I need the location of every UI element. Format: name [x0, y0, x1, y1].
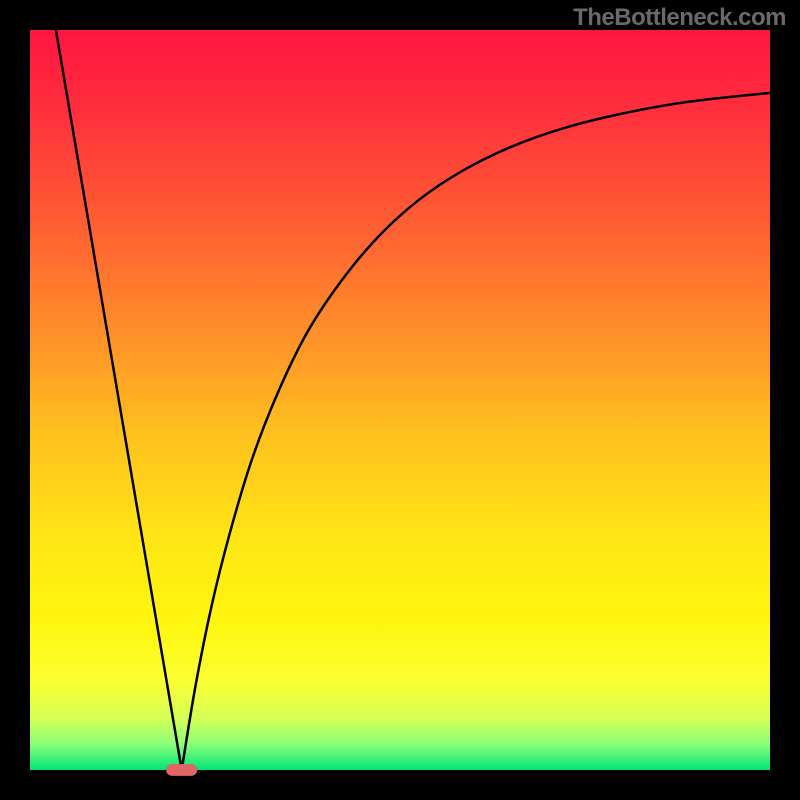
- chart-frame: TheBottleneck.com: [0, 0, 800, 800]
- bottleneck-curve-chart: [0, 0, 800, 800]
- gradient-background: [30, 30, 770, 770]
- minimum-marker: [166, 764, 197, 776]
- watermark-text: TheBottleneck.com: [573, 4, 786, 32]
